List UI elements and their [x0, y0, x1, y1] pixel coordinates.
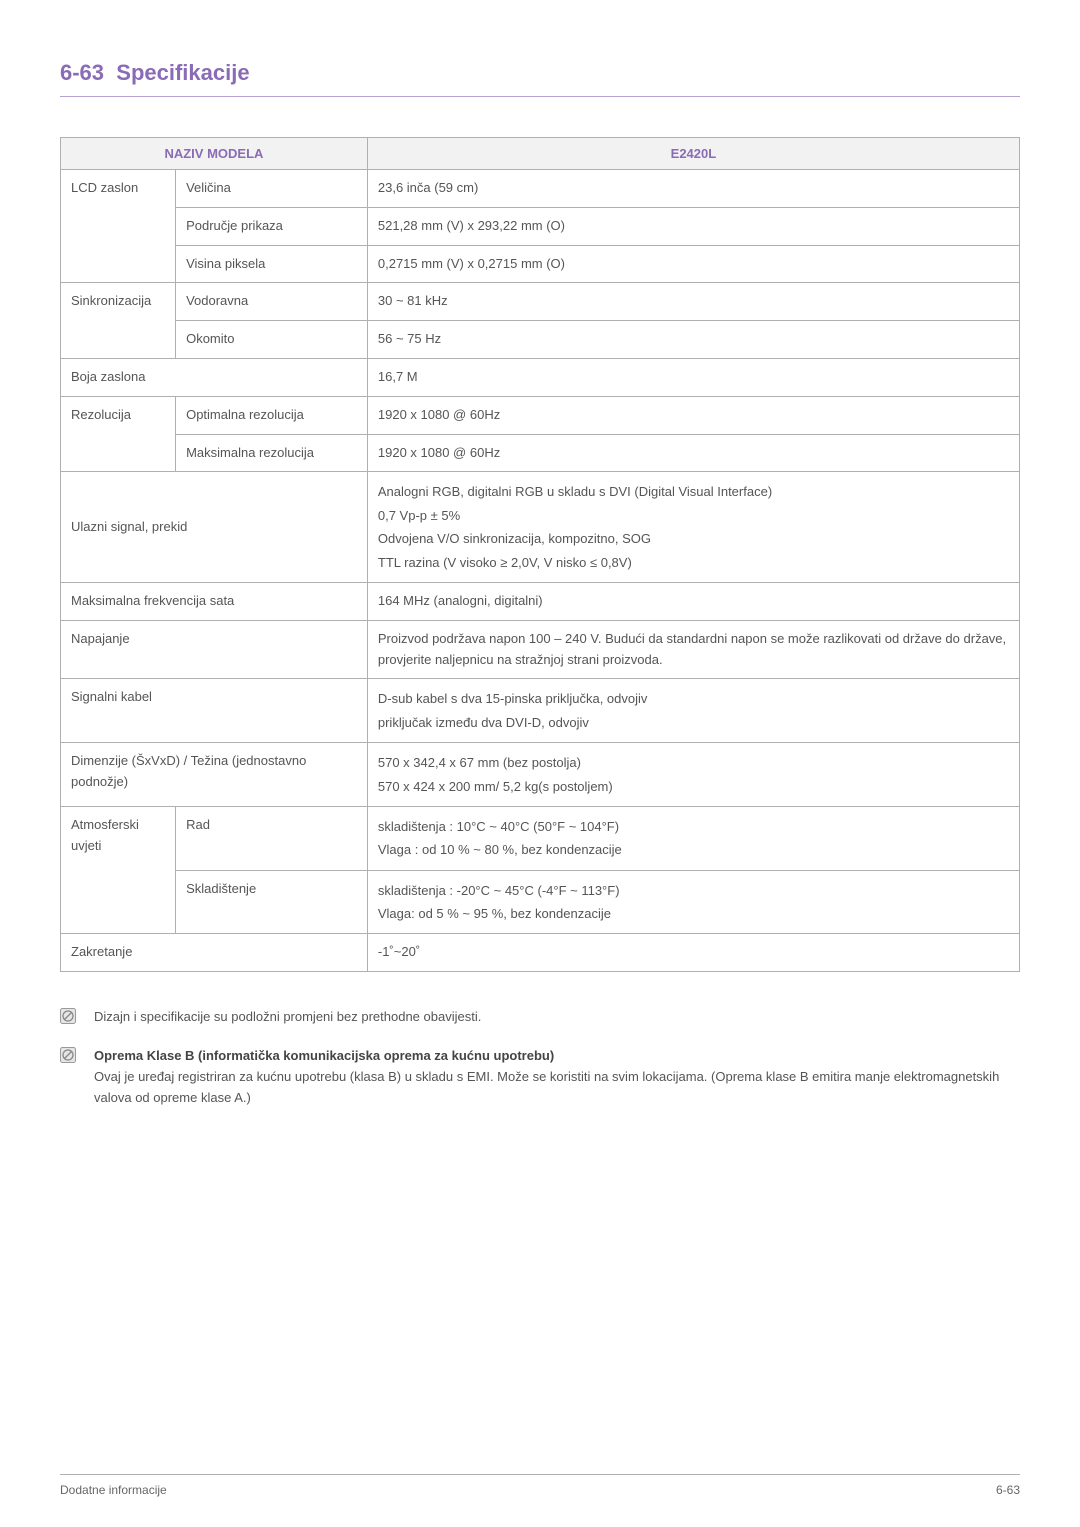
dim-value: 570 x 342,4 x 67 mm (bez postolja) 570 x… — [367, 743, 1019, 807]
footer-right: 6-63 — [996, 1483, 1020, 1497]
input-value: Analogni RGB, digitalni RGB u skladu s D… — [367, 472, 1019, 583]
lcd-pixel-value: 0,2715 mm (V) x 0,2715 mm (O) — [367, 245, 1019, 283]
notes-block: Dizajn i specifikacije su podložni promj… — [60, 1007, 1020, 1108]
env-op-l2: Vlaga : od 10 % ~ 80 %, bez kondenzacije — [378, 838, 1009, 861]
sync-v-value: 56 ~ 75 Hz — [367, 321, 1019, 359]
note-2-text: Ovaj je uređaj registriran za kućnu upot… — [94, 1069, 999, 1105]
spec-table: NAZIV MODELA E2420L LCD zaslon Veličina … — [60, 137, 1020, 972]
lcd-size-value: 23,6 inča (59 cm) — [367, 170, 1019, 208]
footer-left: Dodatne informacije — [60, 1483, 167, 1497]
env-label: Atmosferski uvjeti — [61, 806, 176, 934]
cable-value: D-sub kabel s dva 15-pinska priključka, … — [367, 679, 1019, 743]
sync-h-label: Vodoravna — [176, 283, 368, 321]
env-st-l2: Vlaga: od 5 % ~ 95 %, bez kondenzacije — [378, 902, 1009, 925]
dim-label: Dimenzije (ŠxVxD) / Težina (jednostavno … — [61, 743, 368, 807]
clock-label: Maksimalna frekvencija sata — [61, 582, 368, 620]
res-opt-label: Optimalna rezolucija — [176, 396, 368, 434]
env-op-label: Rad — [176, 806, 368, 870]
input-label: Ulazni signal, prekid — [61, 472, 368, 583]
note-2: Oprema Klase B (informatička komunikacij… — [60, 1046, 1020, 1108]
input-l3: Odvojena V/O sinkronizacija, kompozitno,… — [378, 527, 1009, 550]
table-header-right: E2420L — [367, 138, 1019, 170]
sync-h-value: 30 ~ 81 kHz — [367, 283, 1019, 321]
input-l4: TTL razina (V visoko ≥ 2,0V, V nisko ≤ 0… — [378, 551, 1009, 574]
res-label: Rezolucija — [61, 396, 176, 472]
info-icon — [60, 1008, 78, 1024]
lcd-size-label: Veličina — [176, 170, 368, 208]
note-1-text: Dizajn i specifikacije su podložni promj… — [94, 1007, 1020, 1028]
sync-label: Sinkronizacija — [61, 283, 176, 359]
lcd-area-label: Područje prikaza — [176, 207, 368, 245]
env-op-l1: skladištenja : 10°C ~ 40°C (50°F ~ 104°F… — [378, 815, 1009, 838]
clock-value: 164 MHz (analogni, digitalni) — [367, 582, 1019, 620]
color-label: Boja zaslona — [61, 358, 368, 396]
note-1: Dizajn i specifikacije su podložni promj… — [60, 1007, 1020, 1028]
power-value: Proizvod podržava napon 100 – 240 V. Bud… — [367, 620, 1019, 679]
info-icon — [60, 1047, 78, 1063]
res-max-value: 1920 x 1080 @ 60Hz — [367, 434, 1019, 472]
tilt-value: -1˚~20˚ — [367, 934, 1019, 972]
lcd-area-value: 521,28 mm (V) x 293,22 mm (O) — [367, 207, 1019, 245]
sync-v-label: Okomito — [176, 321, 368, 359]
env-op-value: skladištenja : 10°C ~ 40°C (50°F ~ 104°F… — [367, 806, 1019, 870]
cable-l2: priključak između dva DVI-D, odvojiv — [378, 711, 1009, 734]
table-header-left: NAZIV MODELA — [61, 138, 368, 170]
section-number: 6-63 — [60, 60, 104, 85]
section-title: 6-63 Specifikacije — [60, 60, 1020, 97]
section-title-text: Specifikacije — [116, 60, 249, 85]
input-l2: 0,7 Vp-p ± 5% — [378, 504, 1009, 527]
lcd-label: LCD zaslon — [61, 170, 176, 283]
input-l1: Analogni RGB, digitalni RGB u skladu s D… — [378, 480, 1009, 503]
res-max-label: Maksimalna rezolucija — [176, 434, 368, 472]
color-value: 16,7 M — [367, 358, 1019, 396]
note-2-title: Oprema Klase B (informatička komunikacij… — [94, 1048, 554, 1063]
cable-label: Signalni kabel — [61, 679, 368, 743]
tilt-label: Zakretanje — [61, 934, 368, 972]
cable-l1: D-sub kabel s dva 15-pinska priključka, … — [378, 687, 1009, 710]
lcd-pixel-label: Visina piksela — [176, 245, 368, 283]
power-label: Napajanje — [61, 620, 368, 679]
dim-l1: 570 x 342,4 x 67 mm (bez postolja) — [378, 751, 1009, 774]
res-opt-value: 1920 x 1080 @ 60Hz — [367, 396, 1019, 434]
env-st-label: Skladištenje — [176, 870, 368, 934]
dim-l2: 570 x 424 x 200 mm/ 5,2 kg(s postoljem) — [378, 775, 1009, 798]
note-2-body: Oprema Klase B (informatička komunikacij… — [94, 1046, 1020, 1108]
env-st-value: skladištenja : -20°C ~ 45°C (-4°F ~ 113°… — [367, 870, 1019, 934]
page-footer: Dodatne informacije 6-63 — [60, 1474, 1020, 1497]
env-st-l1: skladištenja : -20°C ~ 45°C (-4°F ~ 113°… — [378, 879, 1009, 902]
